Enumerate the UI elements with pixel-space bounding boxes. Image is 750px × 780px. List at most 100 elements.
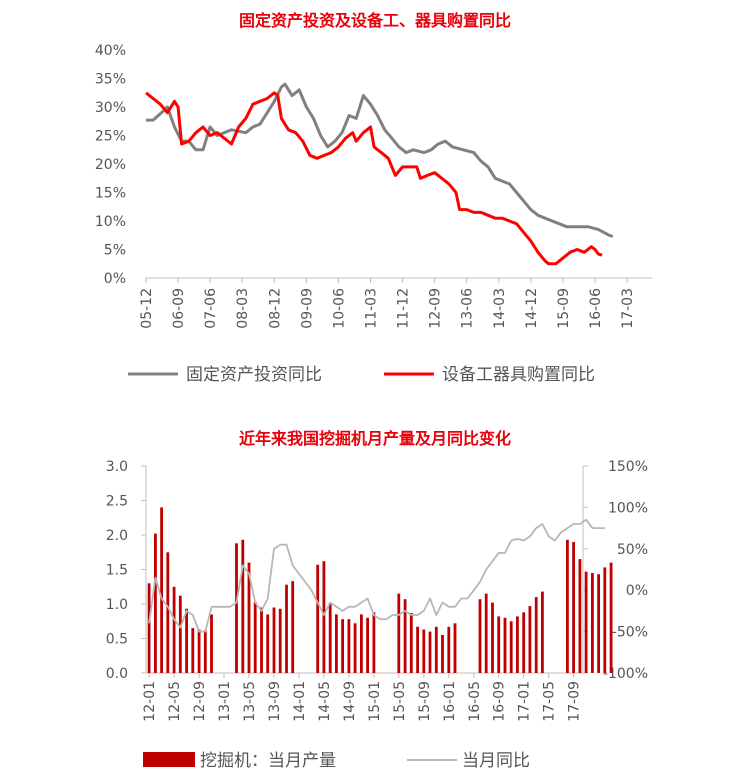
excavator-output-bar <box>347 619 351 673</box>
chart2-y-tick-label: 3.0 <box>106 459 128 475</box>
excavator-output-bar <box>166 552 170 674</box>
chart2-x-tick-label: 12-05 <box>167 681 183 722</box>
excavator-output-bar <box>178 595 182 673</box>
chart2-y2-tick-label: 100% <box>608 500 648 516</box>
chart2-x-tick-label: 12-09 <box>192 681 208 722</box>
excavator-output-bar <box>528 606 532 673</box>
excavator-output-bar <box>434 626 438 673</box>
chart2-x-tick-label: 14-09 <box>342 681 358 722</box>
fixed-asset-investment-line <box>146 82 614 238</box>
chart1-x-tick-label: 13-06 <box>460 288 476 329</box>
excavator-output-bar <box>253 601 257 673</box>
chart2-yoy-line <box>148 518 605 633</box>
chart2-x-tick-label: 14-05 <box>317 681 333 722</box>
chart2-bars <box>147 507 613 674</box>
excavator-output-bar <box>316 564 320 673</box>
chart2-x-tick-label: 13-01 <box>217 681 233 722</box>
monthly-yoy-line <box>148 518 605 633</box>
excavator-output-bar <box>185 608 188 673</box>
excavator-output-bar <box>422 629 426 673</box>
chart2-y-ticks: 3.0 2.5 2.0 1.5 1.0 0.5 0.0 <box>106 459 146 682</box>
excavator-output-bar <box>409 613 413 673</box>
legend-excavator-label: 挖掘机：当月产量 <box>200 751 336 771</box>
chart1-legend: 固定资产投资同比 设备工器具购置同比 <box>128 365 595 385</box>
chart1-x-tick-label: 16-06 <box>588 288 604 329</box>
excavator-output-bar <box>541 591 544 673</box>
excavator-output-bar <box>160 507 163 673</box>
excavator-output-bar <box>584 571 588 673</box>
chart1-series <box>145 82 614 266</box>
excavator-output-bar <box>260 607 263 673</box>
chart1-y-tick-label: 35% <box>95 72 126 88</box>
excavator-output-bar <box>572 541 575 673</box>
excavator-output-bar <box>453 623 457 673</box>
excavator-output-bar <box>609 562 613 673</box>
chart1-y-tick-label: 30% <box>95 100 126 116</box>
chart2-y-tick-label: 1.0 <box>106 597 128 613</box>
excavator-output-bar <box>597 574 600 673</box>
chart2-y2-tick-label: -50% <box>612 625 648 641</box>
excavator-output-bar <box>522 612 526 673</box>
excavator-output-bar <box>591 573 594 673</box>
chart1-y-tick-label: 25% <box>95 129 126 145</box>
excavator-output-bar <box>509 621 513 674</box>
chart2-x-tick-label: 17-05 <box>542 681 558 722</box>
chart2-x-tick-label: 12-01 <box>142 681 158 722</box>
excavator-output-bar <box>235 543 238 673</box>
excavator-output-bar <box>360 614 363 673</box>
excavator-output-bar <box>566 539 569 673</box>
chart2-legend: 挖掘机：当月产量 当月同比 <box>143 751 530 771</box>
chart2-x-tick-label: 16-05 <box>467 681 483 722</box>
chart2-y-tick-label: 1.5 <box>106 563 128 579</box>
chart1-x-tick-label: 11-12 <box>396 288 412 329</box>
chart2-x-tick-label: 16-09 <box>492 681 508 722</box>
excavator-output-bar <box>341 619 344 673</box>
chart1-y-tick-label: 40% <box>95 43 126 59</box>
excavator-output-bar <box>441 635 444 673</box>
excavator-output-bar <box>266 614 270 673</box>
excavator-output-bar <box>516 616 519 673</box>
excavator-output-bar <box>372 612 376 673</box>
chart1-x-tick-label: 10-06 <box>331 288 347 329</box>
chart2-x-tick-label: 17-09 <box>567 681 583 722</box>
excavator-output-bar <box>197 629 201 673</box>
chart1-x-tick-label: 11-03 <box>363 288 379 329</box>
excavator-output-bar <box>353 623 357 673</box>
chart1-x-tick-label: 14-03 <box>492 288 508 329</box>
chart2-y-tick-label: 0.0 <box>106 666 128 682</box>
excavator-output-bar <box>154 533 157 673</box>
chart1-title: 固定资产投资及设备工、器具购置同比 <box>239 11 511 30</box>
chart2-y-tick-label: 0.5 <box>106 632 128 648</box>
excavator-output-bar <box>416 626 419 673</box>
excavator-output-bar <box>603 567 607 673</box>
excavator-output-bar <box>147 583 151 673</box>
chart1-y-tick-label: 20% <box>95 157 126 173</box>
excavator-output-bar <box>210 614 213 673</box>
excavator-output-bar <box>503 617 507 673</box>
excavator-output-bar <box>478 599 482 673</box>
excavator-output-bar <box>272 607 276 673</box>
excavator-output-bar <box>278 608 282 673</box>
excavator-output-bar <box>328 602 332 673</box>
chart2-x-tick-label: 17-01 <box>517 681 533 722</box>
chart2-y-tick-label: 2.5 <box>106 494 128 510</box>
excavator-output-bar <box>447 626 451 673</box>
excavator-output-bar <box>497 616 501 673</box>
chart1-x-tick-label: 05-12 <box>139 288 155 329</box>
chart1-x-tick-label: 12-09 <box>428 288 444 329</box>
excavator-output-bar <box>366 617 369 673</box>
chart1-y-ticks: 40% 35% 30% 25% 20% 15% 10% 5% 0% <box>95 43 126 287</box>
excavator-output-bar <box>403 599 407 673</box>
chart2-x-tick-label: 14-01 <box>292 681 308 722</box>
chart1-x-tick-label: 08-03 <box>235 288 251 329</box>
chart1-x-tick-label: 14-12 <box>524 288 540 329</box>
chart2-x-ticks: 12-01 12-05 12-09 13-01 13-05 13-09 14-01 14-05… <box>142 673 583 722</box>
chart2-y-tick-label: 2.0 <box>106 528 128 544</box>
excavator-output-bar <box>172 586 176 674</box>
chart1-x-tick-label: 15-09 <box>556 288 572 329</box>
excavator-output-bar <box>484 593 488 673</box>
chart2-y2-tick-label: 0% <box>626 583 648 599</box>
excavator-output-bar <box>291 581 295 673</box>
chart-investment-yoy: 固定资产投资及设备工、器具购置同比 40% 35% 30% 25% 20% 15% 10% 5… <box>95 11 652 385</box>
